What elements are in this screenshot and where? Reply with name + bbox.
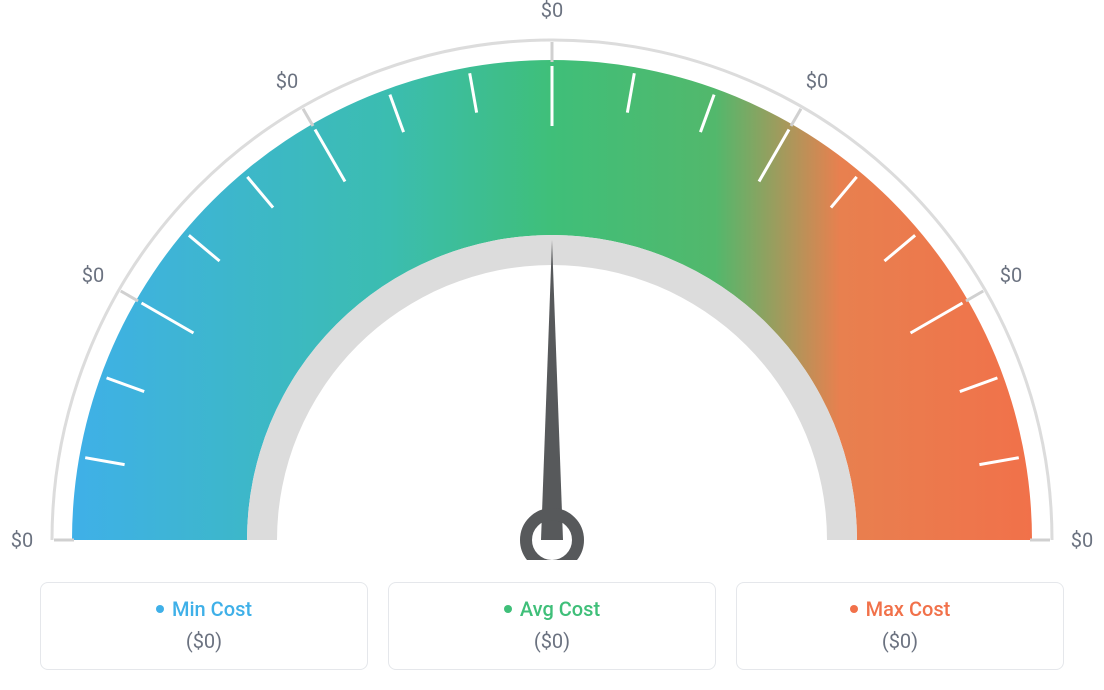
legend-value-avg: ($0) (399, 629, 705, 653)
legend-label-avg: Avg Cost (520, 597, 600, 621)
gauge-tick-label: $0 (806, 69, 828, 93)
gauge-tick-label: $0 (11, 528, 33, 552)
gauge-tick-label: $0 (541, 0, 563, 22)
legend-card-max: Max Cost ($0) (736, 582, 1064, 670)
legend-card-avg: Avg Cost ($0) (388, 582, 716, 670)
gauge-tick-label: $0 (1071, 528, 1093, 552)
legend-label-min: Min Cost (172, 597, 252, 621)
legend-value-min: ($0) (51, 629, 357, 653)
legend-dot-min (156, 605, 164, 613)
legend-title-max: Max Cost (850, 597, 951, 621)
cost-gauge-chart: $0 $0 $0 $0 $0 $0 $0 Min Cost ($0) Avg Cost ($… (0, 0, 1104, 690)
gauge-svg (0, 0, 1104, 560)
legend-dot-max (850, 605, 858, 613)
gauge-tick-label: $0 (276, 69, 298, 93)
gauge-tick-label: $0 (82, 263, 104, 287)
gauge: $0 $0 $0 $0 $0 $0 $0 (0, 0, 1104, 560)
legend-title-avg: Avg Cost (504, 597, 600, 621)
legend-value-max: ($0) (747, 629, 1053, 653)
gauge-tick-label: $0 (1000, 263, 1022, 287)
legend-dot-avg (504, 605, 512, 613)
legend-card-min: Min Cost ($0) (40, 582, 368, 670)
legend-label-max: Max Cost (866, 597, 951, 621)
legend: Min Cost ($0) Avg Cost ($0) Max Cost ($0… (40, 582, 1064, 670)
legend-title-min: Min Cost (156, 597, 252, 621)
